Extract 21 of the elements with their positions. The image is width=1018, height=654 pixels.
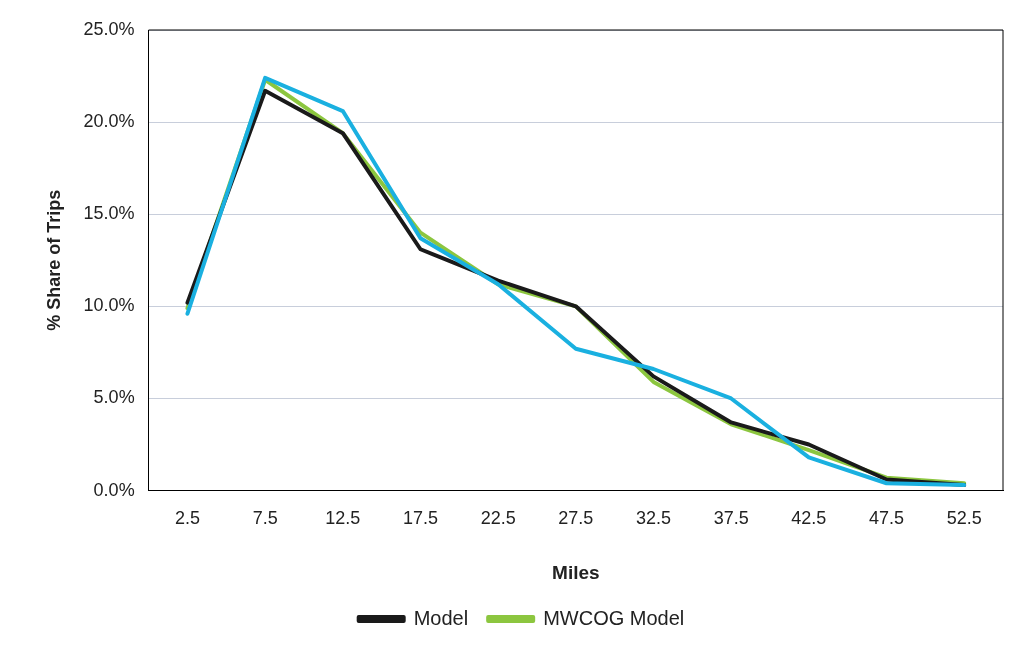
x-tick-label: 32.5 xyxy=(635,508,672,529)
y-tick-label: 15.0% xyxy=(83,203,135,224)
x-tick-label: 37.5 xyxy=(713,508,749,529)
y-tick-label: 5.0% xyxy=(93,387,135,408)
y-tick-label: 20.0% xyxy=(83,111,135,132)
y-tick-label: 25.0% xyxy=(83,18,135,39)
y-tick-label: 10.0% xyxy=(83,295,135,316)
legend-label: MWCOG Model xyxy=(543,606,685,629)
x-tick-label: 17.5 xyxy=(402,508,438,529)
x-tick-label: 42.5 xyxy=(791,508,827,529)
x-tick-label: 22.5 xyxy=(480,508,516,529)
x-axis-title: Miles xyxy=(552,561,600,583)
x-tick-label: 27.5 xyxy=(558,508,594,529)
x-tick-label: 52.5 xyxy=(946,508,982,529)
x-tick-label: 2.5 xyxy=(174,508,200,529)
x-tick-label: 47.5 xyxy=(868,508,905,529)
y-tick-label: 0.0% xyxy=(93,479,135,500)
x-tick-label: 7.5 xyxy=(252,508,278,529)
y-axis-title: % Share of Trips xyxy=(43,189,64,331)
legend-label: Model xyxy=(413,606,469,629)
x-tick-label: 12.5 xyxy=(325,508,361,529)
